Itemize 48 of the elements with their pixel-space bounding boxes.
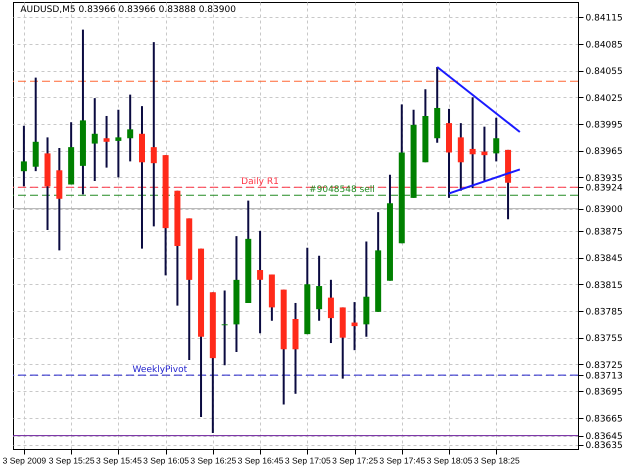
candlestick (352, 301, 358, 352)
y-tick-label: 0.83635 (586, 441, 623, 452)
x-tick-label: 3 Sep 17:45 (379, 456, 426, 466)
candlestick (92, 97, 98, 182)
y-tick-label: 0.83845 (586, 254, 623, 264)
candlestick (493, 116, 500, 162)
x-tick-label: 3 Sep 15:45 (96, 456, 142, 466)
y-tick-label: 0.83725 (586, 360, 623, 371)
y-tick-label: 0.83900 (586, 205, 623, 216)
candlestick (481, 126, 488, 183)
x-tick-label: 3 Sep 16:05 (143, 456, 190, 466)
ref-line-label: Daily R1 (241, 177, 279, 188)
y-tick-label: 0.83815 (586, 280, 623, 291)
y-tick-label: 0.83995 (586, 120, 623, 130)
candlestick (316, 254, 322, 322)
chart-title: AUDUSD,M5 0.83966 0.83966 0.83888 0.83900 (20, 5, 236, 15)
candlestick (20, 124, 27, 188)
y-tick-label: 0.83755 (586, 334, 623, 344)
x-tick-label: 3 Sep 16:45 (238, 456, 284, 466)
y-tick-label: 0.83695 (586, 388, 623, 398)
y-tick-label: 0.83935 (586, 174, 623, 184)
y-tick-label: 0.83924 (586, 184, 623, 194)
x-tick-label: 3 Sep 17:25 (332, 456, 378, 466)
candlestick (470, 96, 476, 190)
y-tick-label: 0.83665 (586, 414, 623, 424)
y-tick-label: 0.83645 (586, 432, 623, 442)
candlestick (150, 41, 157, 228)
x-tick-label: 3 Sep 16:25 (190, 456, 237, 466)
ref-line-label: WeeklyPivot (132, 365, 188, 376)
y-tick-label: 0.83875 (586, 227, 623, 238)
candlestick (257, 230, 264, 334)
ref-line-label: #9048548 sell (309, 185, 375, 196)
y-tick-label: 0.84025 (586, 94, 623, 104)
y-tick-label: 0.83713 (586, 372, 623, 382)
x-tick-label: 3 Sep 2009 (2, 456, 46, 466)
y-tick-label: 0.84085 (586, 40, 623, 50)
candlestick (104, 114, 110, 169)
y-tick-label: 0.83965 (586, 147, 623, 158)
candlestick (328, 278, 334, 344)
x-tick-label: 3 Sep 15:25 (48, 456, 95, 466)
x-tick-label: 3 Sep 18:25 (474, 456, 520, 466)
x-tick-label: 3 Sep 17:05 (284, 456, 331, 466)
x-tick-label: 3 Sep 18:05 (426, 456, 473, 466)
y-tick-label: 0.84115 (586, 14, 623, 24)
candlestick (127, 94, 134, 162)
y-tick-label: 0.84055 (586, 67, 623, 78)
candlestick (115, 108, 122, 178)
y-tick-label: 0.83785 (586, 307, 623, 318)
